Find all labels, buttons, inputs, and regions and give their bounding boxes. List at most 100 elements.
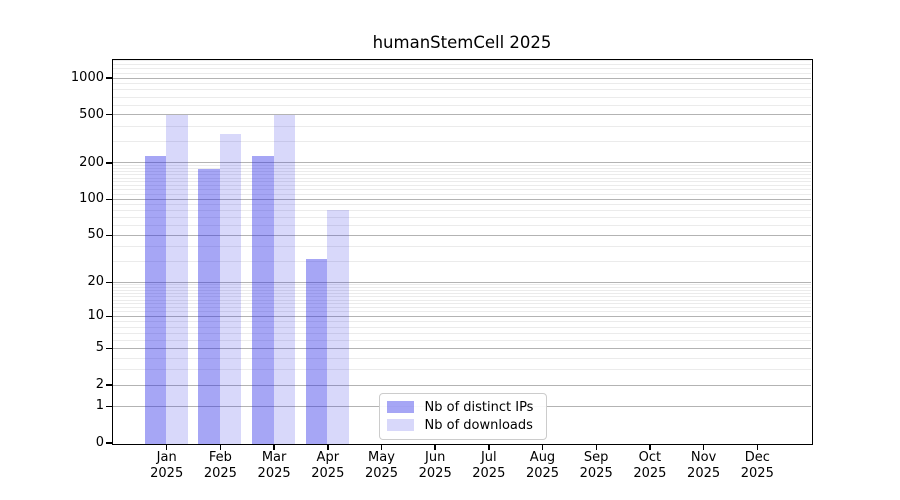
x-tick-mark-dec <box>756 444 759 450</box>
gridline-major-50 <box>112 234 811 236</box>
x-tick-month-sep: Sep <box>583 450 609 465</box>
gridline-minor-6 <box>112 339 811 341</box>
gridline-minor-19 <box>112 284 811 286</box>
x-tick-year-jan: 2025 <box>150 465 184 481</box>
x-tick-mark-jun <box>434 444 436 450</box>
x-tick-label-nov: Nov 2025 <box>672 450 736 481</box>
bar-nb-of-distinct-ips-feb <box>198 169 220 444</box>
x-tick-label-jul: Jul 2025 <box>457 450 521 481</box>
x-tick-mark-jan <box>165 444 168 450</box>
gridline-minor-40 <box>112 246 811 248</box>
bar-nb-of-downloads-feb <box>219 134 242 444</box>
x-tick-year-nov: 2025 <box>687 465 721 481</box>
gridline-minor-80 <box>112 210 811 212</box>
legend-label-downloads: Nb of downloads <box>424 417 533 433</box>
gridline-minor-8 <box>112 326 811 328</box>
x-tick-mark-oct <box>649 444 651 450</box>
y-tick-mark-0 <box>105 442 112 444</box>
y-tick-mark-1000 <box>105 77 112 79</box>
gridline-minor-110 <box>112 193 811 195</box>
y-tick-label-10: 10 <box>87 308 104 324</box>
legend-swatch-distinct-ips-icon <box>386 401 414 413</box>
gridline-minor-13 <box>112 303 811 305</box>
x-tick-label-mar: Mar 2025 <box>242 450 306 481</box>
gridline-minor-170 <box>112 171 811 172</box>
gridline-major-10 <box>112 315 811 317</box>
x-tick-month-nov: Nov <box>690 450 717 465</box>
y-tick-mark-500 <box>105 113 112 116</box>
x-tick-year-mar: 2025 <box>257 465 291 481</box>
bar-nb-of-downloads-apr <box>327 210 349 444</box>
y-tick-label-2: 2 <box>95 377 104 392</box>
x-tick-year-feb: 2025 <box>203 465 237 481</box>
gridline-minor-400 <box>112 126 811 127</box>
gridline-minor-140 <box>112 181 811 183</box>
y-tick-label-5: 5 <box>95 340 104 356</box>
x-tick-year-sep: 2025 <box>579 465 613 481</box>
x-tick-label-jun: Jun 2025 <box>403 450 467 481</box>
legend-item-distinct-ips: Nb of distinct IPs <box>386 399 539 416</box>
gridline-minor-15 <box>112 296 811 298</box>
y-tick-mark-100 <box>105 198 112 200</box>
bar-nb-of-distinct-ips-apr <box>305 258 328 444</box>
gridline-minor-7 <box>112 332 811 334</box>
gridline-major-5 <box>112 347 811 349</box>
x-tick-mark-jul <box>488 444 490 450</box>
plot-area: Nb of distinct IPs Nb of downloads <box>111 58 813 445</box>
y-tick-label-500: 500 <box>79 106 104 122</box>
x-tick-mark-sep <box>595 444 597 450</box>
gridline-minor-130 <box>112 185 811 186</box>
legend-label-distinct-ips: Nb of distinct IPs <box>424 399 534 415</box>
gridline-major-1000 <box>112 77 811 79</box>
x-tick-year-dec: 2025 <box>740 465 774 481</box>
gridline-minor-90 <box>112 204 811 206</box>
x-tick-label-aug: Aug 2025 <box>511 450 575 481</box>
gridline-minor-1300 <box>112 63 811 65</box>
x-tick-month-aug: Aug <box>529 450 556 465</box>
x-tick-mark-nov <box>702 444 705 450</box>
x-tick-month-jan: Jan <box>156 450 177 465</box>
gridline-minor-3 <box>112 369 811 371</box>
y-tick-label-1000: 1000 <box>70 70 104 86</box>
y-tick-mark-2 <box>105 384 112 386</box>
gridline-minor-900 <box>112 83 811 85</box>
x-tick-month-mar: Mar <box>261 450 287 465</box>
gridline-minor-180 <box>112 168 811 169</box>
gridline-minor-300 <box>112 141 811 143</box>
x-tick-year-jul: 2025 <box>472 465 506 481</box>
y-tick-label-0: 0 <box>95 435 104 450</box>
bar-nb-of-distinct-ips-mar <box>252 156 274 444</box>
x-tick-mark-apr <box>327 444 329 450</box>
x-tick-label-apr: Apr 2025 <box>296 450 360 481</box>
x-tick-month-dec: Dec <box>744 450 770 465</box>
gridline-minor-700 <box>112 96 811 98</box>
y-tick-mark-200 <box>105 162 112 164</box>
gridline-minor-12 <box>112 307 811 308</box>
x-tick-label-may: May 2025 <box>350 450 414 481</box>
gridline-minor-1400 <box>112 59 811 61</box>
y-tick-label-50: 50 <box>87 227 104 243</box>
legend-item-downloads: Nb of downloads <box>386 417 539 434</box>
gridline-minor-4 <box>112 357 811 359</box>
x-tick-label-jan: Jan 2025 <box>135 450 199 481</box>
gridline-minor-18 <box>112 287 811 288</box>
x-tick-month-jul: Jul <box>480 450 497 465</box>
x-tick-mark-may <box>380 444 383 450</box>
gridline-minor-600 <box>112 104 811 106</box>
gridline-major-200 <box>112 162 811 164</box>
y-tick-label-20: 20 <box>87 274 104 290</box>
x-tick-label-sep: Sep 2025 <box>564 450 628 481</box>
gridline-minor-160 <box>112 174 811 176</box>
y-tick-mark-50 <box>105 234 112 237</box>
gridline-minor-14 <box>112 299 811 301</box>
chart-title: humanStemCell 2025 <box>372 33 552 52</box>
x-tick-year-apr: 2025 <box>311 465 345 481</box>
y-tick-mark-20 <box>105 281 112 283</box>
x-tick-year-oct: 2025 <box>633 465 667 481</box>
x-tick-label-oct: Oct 2025 <box>618 450 682 481</box>
gridline-minor-9 <box>112 320 811 322</box>
bar-nb-of-distinct-ips-jan <box>144 156 167 444</box>
gridline-minor-70 <box>112 217 811 219</box>
x-tick-mark-aug <box>541 444 544 450</box>
